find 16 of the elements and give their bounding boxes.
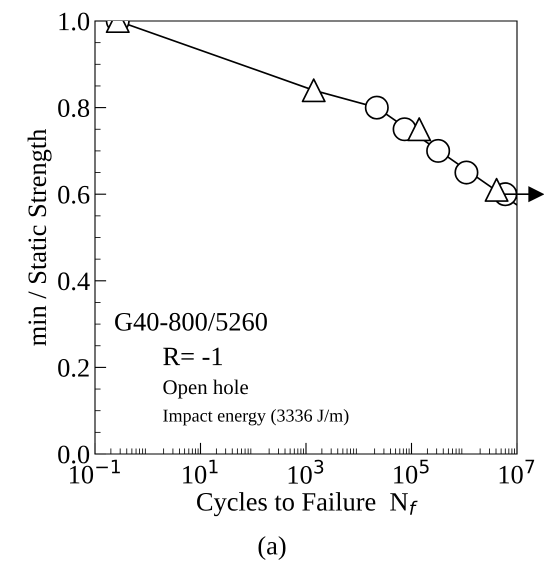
annotation: Open hole xyxy=(163,380,248,398)
y-tick-label: 0.2 xyxy=(58,359,89,377)
x-tick-label: 10$^{7}$ xyxy=(500,460,534,484)
annotation: G40-800/5260 xyxy=(115,312,267,331)
x-tick-label: 10$^{3}$ xyxy=(288,460,324,484)
y-tick-label: 0.4 xyxy=(58,272,90,290)
annotation: R= -1 xyxy=(163,348,222,366)
annotation: Impact energy (3336 J/m) xyxy=(163,408,348,426)
x-tick-label: 10$^{5}$ xyxy=(394,460,429,484)
y-tick-label: 0.6 xyxy=(58,186,90,204)
x-axis-title: Cycles to Failure N$_{f}$ xyxy=(197,492,418,516)
text: (a) xyxy=(258,536,286,560)
y-axis-title: min / Static Strength xyxy=(28,128,52,346)
y-tick-label: 1.0 xyxy=(59,12,90,31)
y-tick-label: 0.8 xyxy=(58,99,90,118)
x-tick-label: 10$^{1}$ xyxy=(183,460,218,484)
